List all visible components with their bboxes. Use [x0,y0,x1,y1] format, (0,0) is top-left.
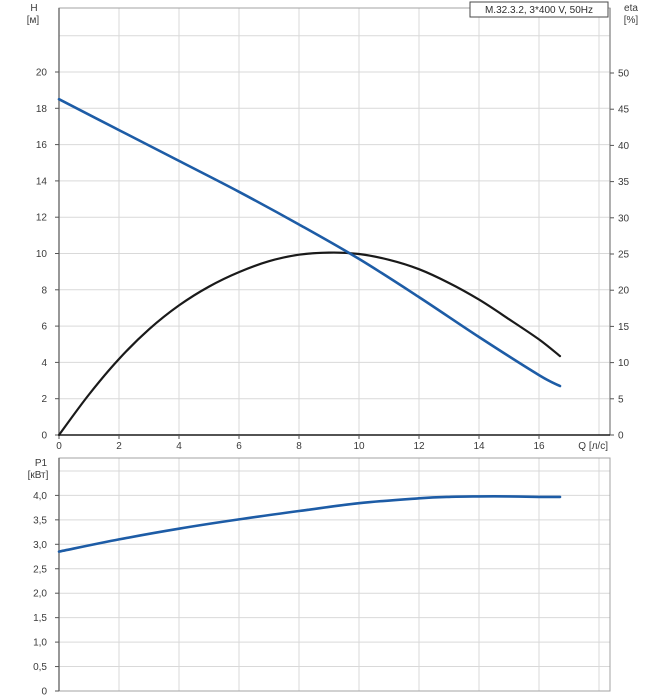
eta-axis-tick-label: 10 [618,358,630,369]
h-axis-tick-label: 6 [41,322,47,333]
h-axis-tick-label: 8 [41,285,47,296]
q-axis-tick-label: 4 [176,441,182,452]
eta-axis-title: eta [624,3,638,14]
eta-axis-tick-label: 45 [618,105,630,116]
h-axis-tick-label: 0 [41,431,47,442]
p1-axis-title: P1 [35,458,48,469]
q-axis-tick-label: 14 [473,441,485,452]
h-axis-tick-label: 12 [36,213,48,224]
eta-axis-tick-label: 35 [618,177,630,188]
pump-model-label: M.32.3.2, 3*400 V, 50Hz [485,5,593,16]
h-axis-tick-label: 18 [36,104,48,115]
q-axis-tick-label: 12 [413,441,425,452]
q-axis-tick-label: 16 [533,441,545,452]
q-axis-tick-label: 0 [56,441,62,452]
p1-axis-tick-label: 2,5 [33,564,47,575]
p1-axis-tick-label: 2,0 [33,589,47,600]
p1-axis-tick-label: 1,0 [33,638,47,649]
eta-axis-tick-label: 25 [618,250,630,261]
p1-axis-tick-label: 3,5 [33,515,47,526]
q-axis-tick-label: 6 [236,441,242,452]
h-axis-tick-label: 20 [36,68,48,79]
eta-axis-tick-label: 40 [618,141,630,152]
power-curve [57,495,562,553]
h-axis-tick-label: 4 [41,358,47,369]
eta-axis-unit: [%] [624,15,639,26]
p1-axis-tick-label: 0,5 [33,662,47,673]
h-axis-tick-label: 14 [36,176,48,187]
efficiency-curve [57,251,562,437]
p1-axis-tick-label: 0 [41,687,47,698]
p1-axis-tick-label: 3,0 [33,540,47,551]
p1-axis-tick-label: 4,0 [33,491,47,502]
eta-axis-tick-label: 20 [618,286,630,297]
static-labels: H [м] eta [%] Q [л/с] P1 [кВт] M.32.3.2,… [27,1,639,481]
power-chart-frame [58,457,611,692]
h-axis-unit: [м] [27,15,40,26]
eta-axis-tick-label: 0 [618,431,624,442]
h-axis-title: H [30,3,37,14]
pump-model-label-box [469,1,609,18]
q-axis-tick-label: 10 [353,441,365,452]
eta-axis-tick-label: 5 [618,394,624,405]
h-axis-tick-label: 16 [36,140,48,151]
head-curve [57,97,562,388]
q-axis-tick-label: 8 [296,441,302,452]
p1-axis-unit: [кВт] [28,470,49,481]
eta-axis-tick-label: 50 [618,69,630,80]
q-axis-tick-label: 2 [116,441,122,452]
q-axis-title: Q [л/с] [578,441,608,452]
p1-axis-tick-label: 1,5 [33,613,47,624]
eta-axis-tick-label: 15 [618,322,630,333]
h-axis-tick-label: 2 [41,394,47,405]
h-axis-tick-label: 10 [36,249,48,260]
eta-axis-tick-label: 30 [618,213,630,224]
